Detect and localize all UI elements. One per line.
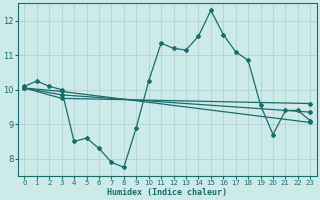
X-axis label: Humidex (Indice chaleur): Humidex (Indice chaleur) — [107, 188, 227, 197]
